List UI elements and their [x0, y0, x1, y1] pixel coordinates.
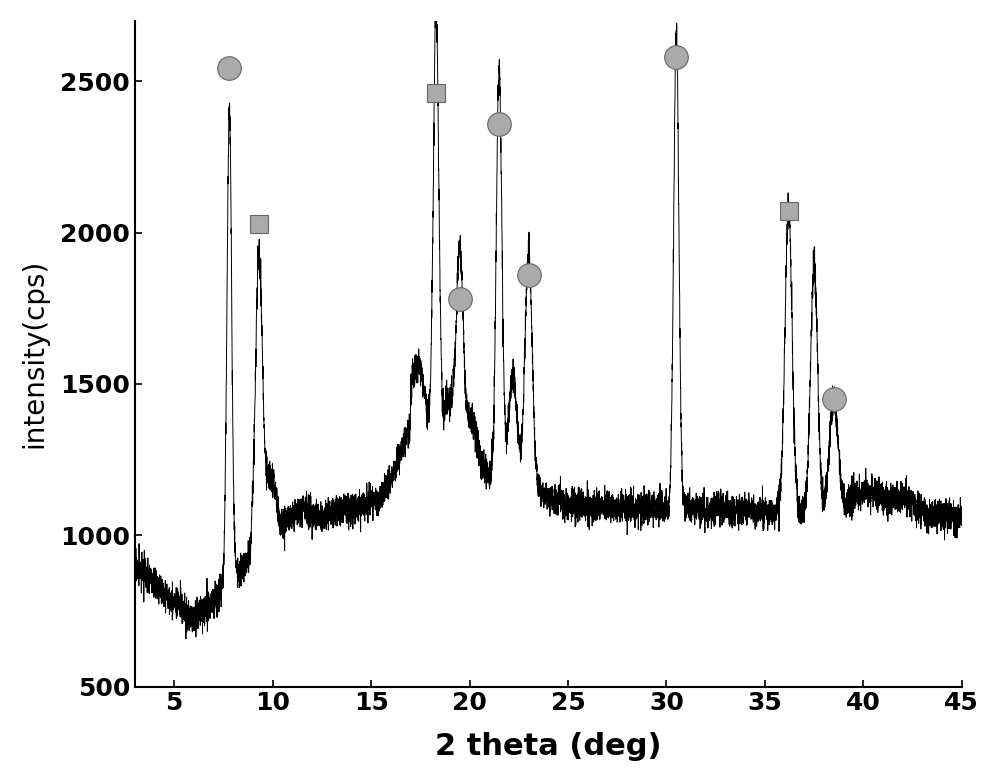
Y-axis label: intensity(cps): intensity(cps)	[21, 259, 49, 448]
X-axis label: 2 theta (deg): 2 theta (deg)	[435, 732, 662, 761]
